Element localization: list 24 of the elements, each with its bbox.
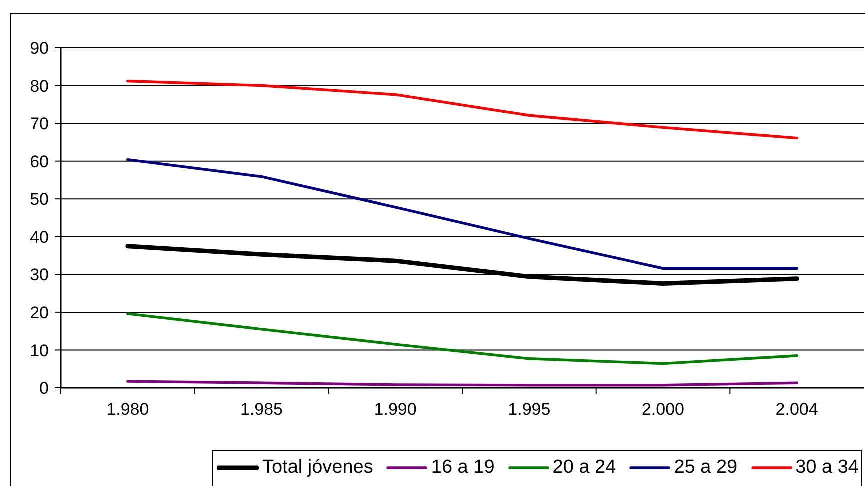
y-tick-label: 20 [30,303,49,322]
x-tick-label: 2.004 [776,400,818,420]
legend-label: 16 a 19 [431,457,495,479]
y-tick-label: 10 [30,341,49,360]
legend-label: Total jóvenes [262,457,374,479]
legend-label: 30 a 34 [796,457,859,479]
x-tick-label: 1.980 [106,400,150,420]
line-series [126,80,798,140]
y-tick-label: 90 [30,39,49,58]
x-tick-label: 1.995 [508,400,551,420]
y-tick-label: 30 [30,266,49,285]
y-tick-label: 0 [40,379,49,398]
y-tick-label: 40 [30,228,49,247]
x-tick-label: 2.000 [642,400,685,420]
y-tick-label: 50 [30,190,49,210]
line-series [126,312,798,366]
line-series [126,158,798,270]
y-tick-label: 60 [30,152,49,172]
x-tick-label: 1.985 [240,400,284,420]
y-tick-label: 70 [30,114,49,134]
y-tick-label: 80 [30,76,49,96]
legend-label: 25 a 29 [674,457,738,479]
legend-label: 20 a 24 [552,457,616,479]
x-tick-label: 1.990 [374,400,417,420]
